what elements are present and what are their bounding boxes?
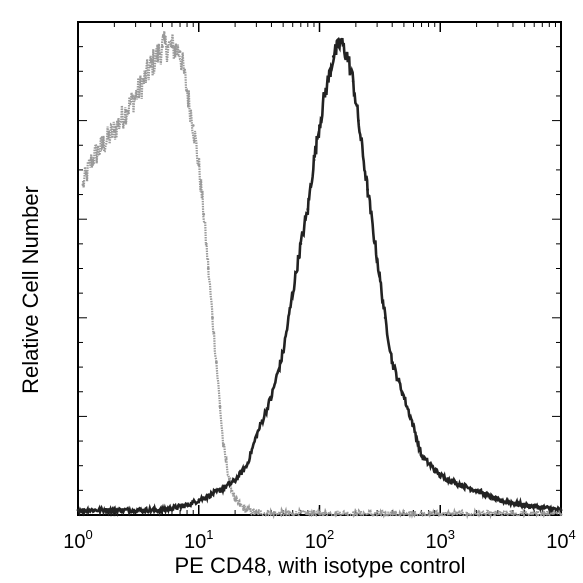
data-point	[402, 513, 406, 516]
data-point	[255, 434, 258, 438]
data-point	[291, 291, 295, 295]
plot-frame	[77, 21, 562, 516]
data-point	[438, 474, 442, 477]
data-point	[90, 158, 94, 162]
data-point	[178, 50, 182, 53]
data-point	[245, 508, 249, 512]
data-point	[218, 489, 222, 492]
data-point	[185, 503, 189, 507]
data-point	[215, 360, 218, 364]
data-point	[202, 212, 206, 216]
data-point	[161, 45, 164, 49]
data-point	[191, 124, 195, 127]
data-point	[112, 129, 116, 132]
data-point	[233, 479, 237, 482]
data-point	[81, 183, 85, 187]
x-tick-label: 101	[184, 527, 213, 553]
series-layer	[76, 31, 563, 520]
data-point	[318, 512, 321, 516]
data-point	[299, 242, 303, 246]
data-point	[375, 257, 379, 260]
x-tick-label: 103	[426, 527, 455, 553]
data-point	[197, 163, 201, 167]
data-point	[460, 484, 463, 487]
data-point	[390, 360, 394, 364]
data-point	[323, 94, 326, 98]
data-point	[218, 405, 222, 408]
series-2	[76, 36, 563, 518]
data-point	[438, 513, 442, 516]
data-point	[112, 508, 116, 512]
data-point	[211, 316, 214, 320]
series-line	[81, 31, 562, 520]
data-point	[306, 207, 310, 211]
data-point	[345, 55, 349, 58]
data-point	[270, 512, 273, 515]
data-point	[351, 79, 355, 83]
data-point	[331, 55, 335, 58]
x-tick-label: 100	[63, 527, 92, 553]
data-point	[402, 395, 406, 399]
data-point	[76, 508, 80, 512]
x-axis-label: PE CD48, with isotype control	[174, 553, 465, 578]
data-point	[559, 508, 563, 512]
data-point	[270, 395, 273, 399]
data-point	[281, 350, 285, 354]
data-point	[233, 498, 237, 502]
data-point	[134, 94, 138, 98]
data-point	[318, 124, 321, 127]
data-point	[124, 109, 128, 113]
x-tick-label: 104	[546, 527, 575, 553]
x-tick-label: 102	[305, 527, 334, 553]
data-point	[206, 267, 210, 270]
x-tick-labels: 100 101 102 103 104	[63, 527, 575, 553]
data-point	[339, 40, 343, 44]
data-point	[312, 158, 316, 162]
data-point	[354, 512, 358, 516]
data-point	[149, 65, 153, 68]
data-point	[185, 89, 189, 93]
data-point	[366, 188, 369, 192]
data-point	[420, 454, 423, 458]
data-point	[170, 45, 174, 49]
data-point	[101, 143, 104, 147]
data-point	[496, 498, 500, 502]
data-point	[357, 119, 360, 122]
data-point	[222, 444, 225, 448]
data-point	[412, 424, 415, 428]
data-point	[245, 464, 249, 468]
series-line	[77, 36, 563, 518]
data-point	[291, 512, 295, 516]
axis-ticks	[77, 21, 562, 515]
data-point	[142, 79, 146, 83]
data-point	[238, 503, 242, 507]
data-point	[523, 503, 527, 507]
data-point	[383, 316, 387, 320]
data-point	[166, 45, 169, 49]
data-point	[327, 74, 331, 78]
y-axis-label: Relative Cell Number	[18, 186, 43, 394]
series-1	[81, 31, 563, 520]
data-point	[475, 489, 478, 492]
data-point	[559, 513, 563, 516]
data-point	[197, 498, 201, 502]
data-point	[155, 55, 159, 58]
data-point	[161, 508, 164, 512]
data-point	[255, 511, 258, 514]
